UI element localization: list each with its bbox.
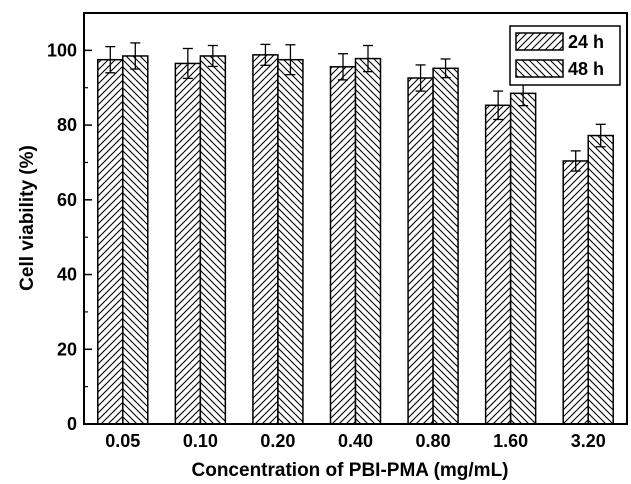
- y-tick-label-40: 40: [57, 265, 77, 285]
- bar-24h-0.80: [407, 77, 434, 425]
- y-axis-title: Cell viability (%): [17, 145, 38, 291]
- plot-frame: [83, 12, 628, 425]
- x-tick-label-0.80: 0.80: [416, 431, 451, 451]
- bar-24h-0.20: [252, 54, 279, 425]
- x-axis-title: Concentration of PBI-PMA (mg/mL): [192, 460, 509, 481]
- bar-48h-3.20: [587, 134, 614, 425]
- x-tick-label-1.60: 1.60: [493, 431, 528, 451]
- bar-48h-0.10: [199, 55, 227, 425]
- x-tick-label-3.20: 3.20: [571, 431, 606, 451]
- legend-label-24h: 24 h: [568, 32, 604, 52]
- legend-label-48h: 48 h: [568, 59, 604, 79]
- bar-24h-3.20: [562, 160, 589, 425]
- bar-48h-0.40: [354, 57, 382, 425]
- legend-swatch-48h: [515, 59, 564, 78]
- bar-24h-0.05: [97, 58, 124, 425]
- y-tick-label-0: 0: [67, 414, 77, 434]
- y-tick-label-100: 100: [47, 40, 77, 60]
- legend-swatch-24h: [515, 32, 564, 51]
- bar-48h-0.05: [122, 55, 149, 425]
- bar-24h-0.40: [329, 66, 357, 425]
- bar-48h-1.60: [509, 92, 537, 425]
- y-tick-label-80: 80: [57, 115, 77, 135]
- x-tick-label-0.10: 0.10: [183, 431, 218, 451]
- y-tick-label-60: 60: [57, 190, 77, 210]
- bar-24h-0.10: [174, 62, 202, 425]
- bar-48h-0.80: [432, 67, 459, 425]
- legend: 24 h 48 h: [509, 25, 621, 86]
- x-tick-label-0.20: 0.20: [260, 431, 295, 451]
- x-tick-label-0.40: 0.40: [338, 431, 373, 451]
- x-tick-label-0.05: 0.05: [105, 431, 140, 451]
- bar-48h-0.20: [277, 58, 304, 425]
- bar-24h-1.60: [484, 104, 512, 425]
- y-tick-label-20: 20: [57, 339, 77, 359]
